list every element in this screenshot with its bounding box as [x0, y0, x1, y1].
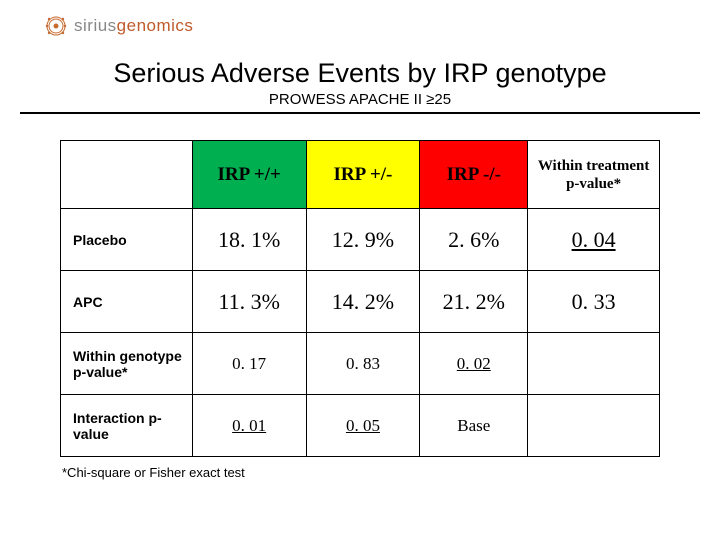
table-container: IRP +/+ IRP +/- IRP -/- Within treatment… [60, 140, 660, 480]
hdr-plus-minus: IRP +/- [306, 141, 420, 209]
footnote: *Chi-square or Fisher exact test [62, 465, 660, 480]
page-subtitle: PROWESS APACHE II ≥25 [20, 91, 700, 108]
logo-text: siriusgenomics [74, 16, 193, 36]
cell: 12. 9% [306, 209, 420, 271]
data-table: IRP +/+ IRP +/- IRP -/- Within treatment… [60, 140, 660, 457]
table-row: Interaction p-value0. 010. 05Base [61, 395, 660, 457]
logo-word2: genomics [117, 16, 194, 35]
page-title: Serious Adverse Events by IRP genotype [20, 58, 700, 89]
table-row: Placebo18. 1%12. 9%2. 6%0. 04 [61, 209, 660, 271]
cell: 2. 6% [420, 209, 528, 271]
cell: 0. 05 [306, 395, 420, 457]
title-block: Serious Adverse Events by IRP genotype P… [20, 58, 700, 114]
cell [528, 333, 660, 395]
cell: 0. 01 [192, 395, 306, 457]
cell: 11. 3% [192, 271, 306, 333]
row-label: Within genotype p-value* [61, 333, 193, 395]
table-row: APC11. 3%14. 2%21. 2%0. 33 [61, 271, 660, 333]
logo: siriusgenomics [44, 14, 193, 38]
logo-icon [44, 14, 68, 38]
cell: 0. 17 [192, 333, 306, 395]
row-label: Interaction p-value [61, 395, 193, 457]
cell: 0. 33 [528, 271, 660, 333]
cell: 0. 83 [306, 333, 420, 395]
cell: 0. 04 [528, 209, 660, 271]
logo-word1: sirius [74, 16, 117, 35]
cell: 18. 1% [192, 209, 306, 271]
cell [528, 395, 660, 457]
table-header-row: IRP +/+ IRP +/- IRP -/- Within treatment… [61, 141, 660, 209]
cell: 0. 02 [420, 333, 528, 395]
cell: 14. 2% [306, 271, 420, 333]
hdr-blank [61, 141, 193, 209]
hdr-pvalue: Within treatment p-value* [528, 141, 660, 209]
cell: 21. 2% [420, 271, 528, 333]
table-row: Within genotype p-value*0. 170. 830. 02 [61, 333, 660, 395]
row-label: APC [61, 271, 193, 333]
hdr-plus-plus: IRP +/+ [192, 141, 306, 209]
cell: Base [420, 395, 528, 457]
hdr-minus-minus: IRP -/- [420, 141, 528, 209]
row-label: Placebo [61, 209, 193, 271]
